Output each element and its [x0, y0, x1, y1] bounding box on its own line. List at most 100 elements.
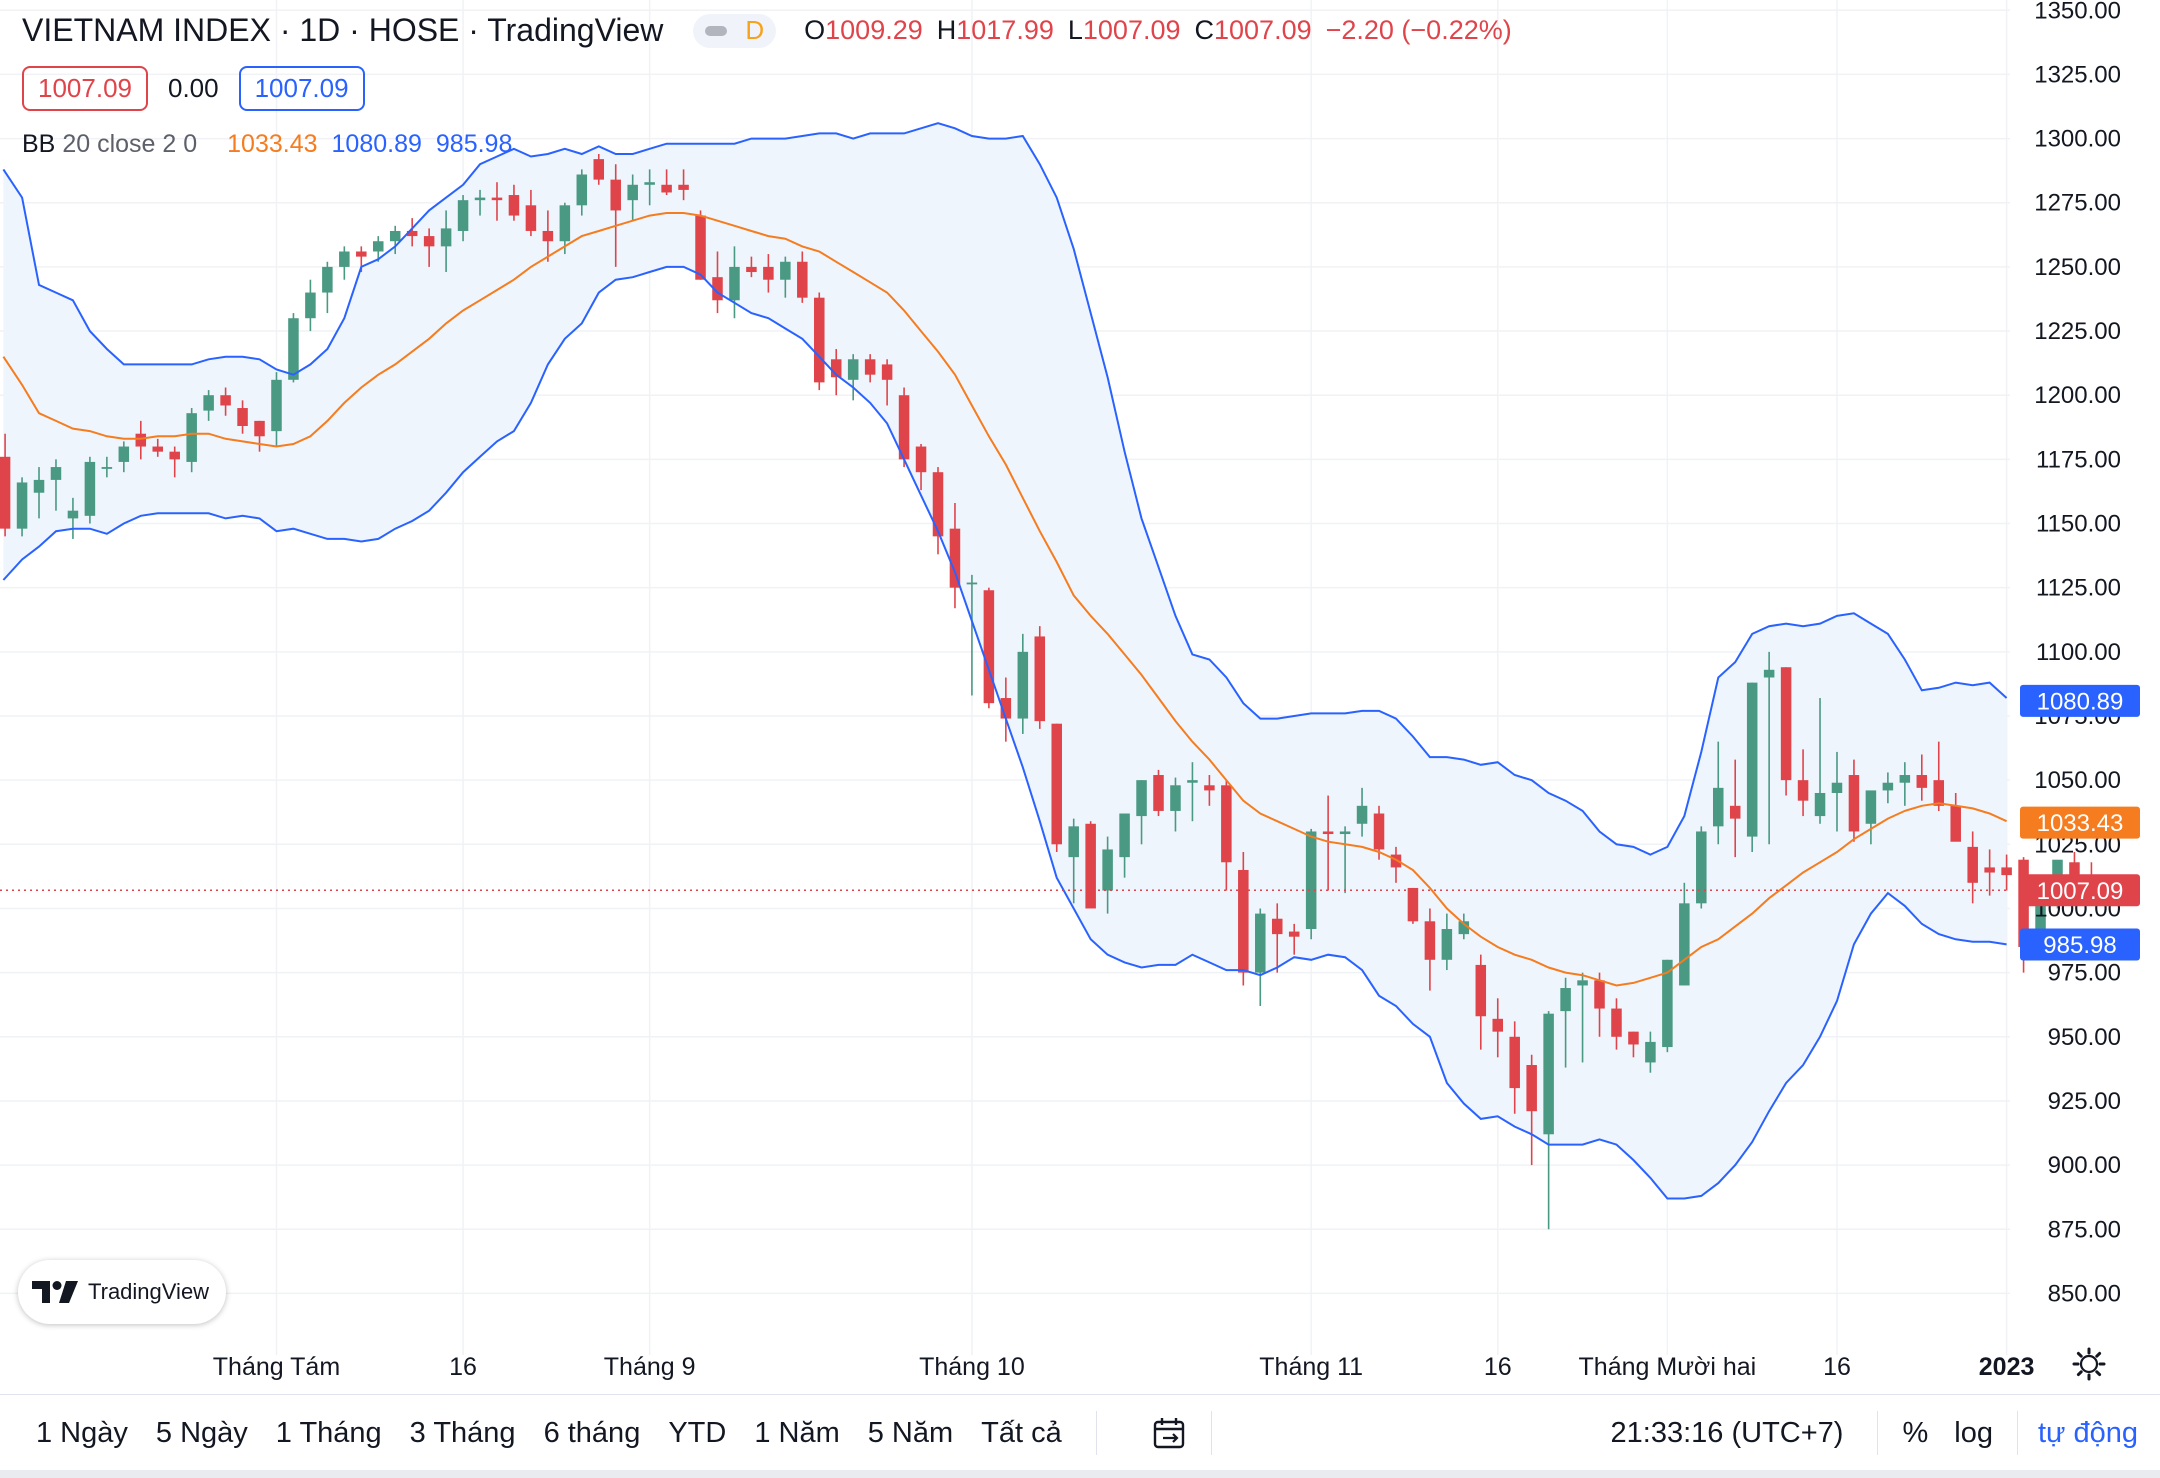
candle: [2001, 854, 2012, 891]
candle: [440, 210, 452, 273]
candle: [152, 438, 164, 457]
timezone-clock[interactable]: 21:33:16 (UTC+7): [1610, 1416, 1844, 1449]
candle: [1645, 1031, 1656, 1073]
price-tick-label: 1250.00: [2034, 254, 2121, 281]
candle-body: [1763, 669, 1775, 678]
price-tick-label: 1150.00: [2036, 511, 2121, 538]
candle: [508, 184, 520, 221]
price-tick-label: 1225.00: [2034, 318, 2121, 345]
candle: [1356, 787, 1368, 837]
bb-basis-value: 1033.43: [227, 130, 318, 158]
candle-body: [1153, 775, 1164, 811]
candle: [1034, 626, 1046, 729]
range-5-days[interactable]: 5 Ngày: [155, 1416, 248, 1449]
range-5-years[interactable]: 5 Năm: [867, 1416, 954, 1449]
candle: [898, 387, 910, 468]
candle-body: [1984, 867, 1995, 873]
price-tick-label: 1125.00: [2036, 575, 2121, 602]
candle-body: [186, 413, 197, 462]
candle-body: [50, 467, 62, 480]
price-tag-box: [2020, 806, 2140, 839]
candle-body: [1679, 903, 1690, 986]
candle-body: [1255, 913, 1266, 973]
bollinger-lower-line: [2, 265, 2007, 1200]
candle-body: [1085, 823, 1096, 909]
candle: [1204, 775, 1215, 806]
candle-body: [915, 446, 927, 473]
symbol-legend: VIETNAM INDEX · 1D · HOSE · TradingView …: [22, 12, 1526, 49]
candle-body: [1831, 782, 1843, 793]
candle: [1187, 762, 1198, 822]
range-3-months[interactable]: 3 Tháng: [409, 1416, 516, 1449]
candle-body: [101, 467, 113, 469]
bollinger-upper-line: [2, 122, 2008, 856]
log-scale-toggle[interactable]: log: [1954, 1416, 1993, 1449]
candle-body: [1238, 869, 1249, 973]
candle: [1305, 828, 1317, 940]
candle: [1271, 903, 1283, 973]
candle-body: [712, 277, 723, 301]
price-tick-label: 875.00: [2048, 1216, 2121, 1243]
percent-scale-toggle[interactable]: %: [1902, 1416, 1929, 1449]
indicator-legend[interactable]: BB 20 close 2 0 1033.43 1080.89 985.98: [22, 130, 512, 159]
price-tag-box: [2020, 928, 2140, 961]
settings-gear-icon[interactable]: [2072, 1347, 2106, 1381]
time-tick-label: Tháng 11: [1259, 1353, 1363, 1381]
candle-body: [474, 197, 486, 201]
candle-body: [169, 451, 180, 460]
candle: [1916, 754, 1928, 801]
candle: [1322, 795, 1334, 891]
candle: [1339, 826, 1351, 894]
candle-body: [1594, 980, 1605, 1009]
range-ytd[interactable]: YTD: [668, 1416, 727, 1449]
open-value: 1009.29: [825, 15, 923, 45]
toolbar-divider: [1877, 1411, 1879, 1455]
symbol-title[interactable]: VIETNAM INDEX · 1D · HOSE · TradingView: [22, 12, 664, 48]
candle-body: [1051, 723, 1062, 845]
range-all[interactable]: Tất cả: [981, 1416, 1062, 1449]
candle: [1746, 682, 1758, 853]
range-1-month[interactable]: 1 Tháng: [275, 1416, 382, 1449]
candle: [644, 169, 655, 206]
candle-body: [1509, 1036, 1520, 1089]
auto-scale-toggle[interactable]: tự động: [2037, 1416, 2138, 1449]
candle-body: [237, 408, 248, 427]
price-axis[interactable]: 850.00875.00900.00925.00950.00975.001000…: [2034, 0, 2121, 1307]
price-axis-tags: 1080.89 1033.43 1007.09 985.98: [2020, 684, 2140, 961]
range-6-months[interactable]: 6 tháng: [543, 1416, 641, 1449]
bollinger-basis-line: [2, 212, 2008, 987]
candle-body: [695, 215, 706, 280]
candle-body: [16, 482, 28, 529]
close-value: 1007.09: [1214, 15, 1312, 45]
tradingview-logo-badge[interactable]: TradingView: [18, 1260, 226, 1324]
sell-price-button[interactable]: 1007.09: [22, 66, 148, 111]
price-chart[interactable]: 850.00875.00900.00925.00950.00975.001000…: [0, 0, 2160, 1394]
candle: [1407, 887, 1419, 924]
interval-status-pill[interactable]: D: [693, 13, 777, 48]
price-tick-label: 1325.00: [2034, 61, 2121, 88]
candle-body: [644, 182, 655, 185]
candle-body: [440, 228, 452, 247]
candle: [864, 354, 876, 383]
candle: [847, 354, 859, 401]
candle: [1797, 749, 1809, 817]
range-1-year[interactable]: 1 Năm: [754, 1416, 840, 1449]
range-1-day[interactable]: 1 Ngày: [36, 1416, 128, 1449]
candle-body: [881, 364, 893, 380]
candle-body: [847, 359, 859, 380]
buy-price-button[interactable]: 1007.09: [238, 66, 365, 111]
candle: [1068, 818, 1079, 904]
candle-body: [610, 179, 621, 211]
candle: [915, 443, 927, 491]
time-axis[interactable]: Tháng Tám 16 Tháng 9 Tháng 10 Tháng 11 16 Thán…: [213, 1353, 2035, 1381]
candle: [1560, 977, 1571, 1068]
candle-body: [2001, 867, 2012, 876]
candle: [67, 497, 79, 539]
bollinger-band-fill: [3, 123, 2007, 1199]
candle: [406, 218, 418, 247]
candle-body: [1662, 959, 1673, 1048]
go-to-date-calendar-icon[interactable]: [1153, 1417, 1187, 1449]
candle: [254, 420, 265, 452]
high-label: H: [936, 15, 957, 45]
candle: [33, 467, 45, 519]
